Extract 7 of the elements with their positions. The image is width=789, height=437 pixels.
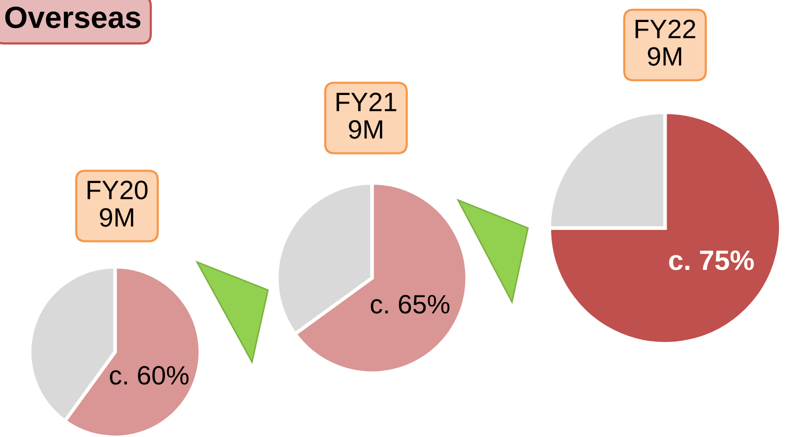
data-label: c. 75% — [669, 250, 754, 270]
data-label: c. 65% — [370, 294, 450, 314]
data-label: c. 60% — [110, 366, 189, 385]
chart-title: FY22 9M — [636, 20, 696, 66]
chart-title: FY20 9M — [88, 180, 148, 227]
text: Overseas — [5, 6, 140, 28]
chart-title: FY21 9M — [336, 92, 396, 139]
